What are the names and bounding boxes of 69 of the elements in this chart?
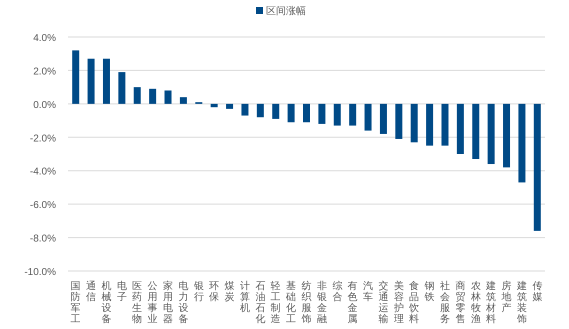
x-tick-label: 汽车 (363, 280, 374, 303)
bar (410, 104, 418, 142)
bar (88, 58, 95, 104)
x-tick-label: 美容护理 (392, 280, 404, 325)
bar (149, 88, 156, 104)
x-tick-label: 医药生物 (132, 281, 142, 325)
x-tick-label: 建筑装饰 (516, 280, 527, 325)
x-tick-label: 石油石化 (255, 281, 266, 325)
x-tick-label: 基础化工 (285, 280, 296, 325)
x-tick-label: 计算机 (240, 280, 250, 314)
bar (534, 104, 541, 231)
bar (364, 104, 372, 131)
legend-label: 区间涨幅 (266, 5, 306, 17)
bar (441, 104, 448, 146)
bar (134, 87, 141, 104)
x-tick-label: 通信 (86, 280, 96, 303)
x-tick-label: 钢铁 (424, 281, 435, 303)
bar (256, 104, 264, 118)
bar (395, 104, 402, 139)
x-tick-label: 银行 (192, 281, 204, 303)
bar (349, 104, 356, 126)
bar (226, 104, 234, 109)
x-tick-label: 电子 (116, 280, 127, 303)
bar (426, 104, 434, 146)
x-tick-label: 纺织服饰 (300, 280, 312, 325)
x-tick-label: 房地产 (500, 280, 512, 314)
x-tick-label: 轻工制造 (270, 280, 281, 325)
bar (518, 104, 526, 182)
bar (334, 104, 341, 126)
y-tick-label: -10.0% (24, 267, 56, 278)
bar (164, 90, 172, 104)
bar (303, 104, 310, 122)
x-tick-label: 家用电器 (163, 280, 174, 325)
y-tick-label: -4.0% (30, 166, 56, 178)
x-tick-label: 综合 (332, 280, 342, 303)
x-tick-label: 食品饮料 (408, 280, 420, 325)
bar (318, 104, 326, 124)
x-tick-label: 商贸零售 (455, 280, 466, 325)
bar (488, 104, 495, 164)
x-tick-label: 机械设备 (101, 280, 112, 325)
bar (472, 104, 480, 160)
x-tick-label: 环保 (209, 281, 220, 303)
y-tick-label: -2.0% (30, 133, 56, 144)
bar (288, 104, 295, 122)
y-tick-label: -6.0% (30, 200, 56, 212)
y-tick-label: 0.0% (33, 100, 56, 111)
x-tick-label: 非银金融 (316, 280, 327, 325)
x-tick-label: 传媒 (532, 281, 542, 303)
bar (380, 104, 387, 134)
bar (118, 72, 126, 104)
x-tick-label: 公用事业 (148, 280, 158, 325)
x-tick-label: 社会服务 (440, 280, 450, 325)
x-tick-label: 煤炭 (224, 280, 235, 303)
bar (503, 104, 510, 168)
bar (456, 104, 464, 154)
bar (72, 50, 80, 104)
x-tick-label: 建筑材料 (485, 280, 496, 325)
x-tick-label: 有色金属 (348, 280, 358, 325)
x-tick-label: 电力设备 (178, 280, 188, 325)
bar (241, 104, 248, 116)
y-tick-label: 2.0% (33, 66, 56, 78)
bar (180, 97, 187, 104)
x-tick-label: 交通运输 (378, 280, 388, 325)
x-tick-label: 国防军工 (70, 281, 81, 325)
y-tick-label: -8.0% (30, 234, 56, 245)
y-tick-label: 4.0% (33, 33, 56, 44)
x-tick-label: 农林牧渔 (470, 281, 481, 325)
bar (102, 58, 110, 104)
bar (272, 104, 280, 119)
